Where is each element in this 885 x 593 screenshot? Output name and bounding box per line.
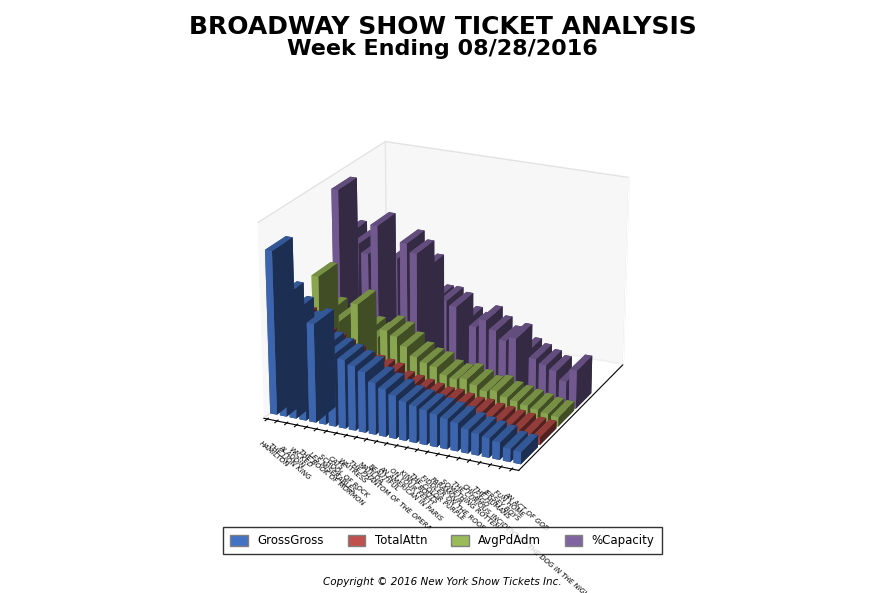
Text: Copyright © 2016 New York Show Tickets Inc.: Copyright © 2016 New York Show Tickets I…: [323, 577, 562, 587]
Text: BROADWAY SHOW TICKET ANALYSIS: BROADWAY SHOW TICKET ANALYSIS: [189, 15, 696, 39]
Text: Week Ending 08/28/2016: Week Ending 08/28/2016: [287, 39, 598, 59]
Legend: GrossGross, TotalAttn, AvgPdAdm, %Capacity: GrossGross, TotalAttn, AvgPdAdm, %Capaci…: [223, 527, 662, 554]
